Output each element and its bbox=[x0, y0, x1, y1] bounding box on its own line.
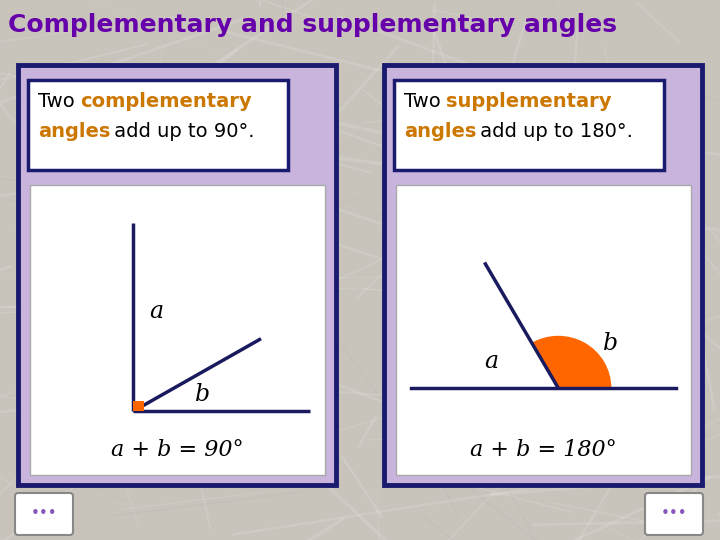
Bar bbox=[394, 80, 664, 170]
Text: complementary: complementary bbox=[80, 92, 251, 111]
Text: supplementary: supplementary bbox=[446, 92, 611, 111]
Text: a + b = 90°: a + b = 90° bbox=[111, 439, 243, 461]
Bar bbox=[396, 185, 691, 475]
Text: a: a bbox=[150, 300, 163, 323]
Text: angles: angles bbox=[38, 122, 110, 141]
Text: add up to 90°.: add up to 90°. bbox=[108, 122, 254, 141]
Bar bbox=[133, 401, 143, 411]
Bar bbox=[30, 185, 325, 475]
Text: •••: ••• bbox=[31, 507, 58, 522]
Wedge shape bbox=[531, 336, 611, 388]
Text: b: b bbox=[195, 383, 210, 406]
Text: Two: Two bbox=[404, 92, 447, 111]
Text: a + b = 180°: a + b = 180° bbox=[469, 439, 616, 461]
Text: b: b bbox=[603, 332, 618, 355]
Text: angles: angles bbox=[404, 122, 477, 141]
Text: •••: ••• bbox=[661, 507, 688, 522]
Text: a: a bbox=[485, 350, 499, 373]
FancyBboxPatch shape bbox=[645, 493, 703, 535]
Text: Two: Two bbox=[38, 92, 81, 111]
Text: Complementary and supplementary angles: Complementary and supplementary angles bbox=[8, 13, 617, 37]
FancyBboxPatch shape bbox=[15, 493, 73, 535]
Bar bbox=[18, 65, 336, 485]
Bar bbox=[28, 80, 288, 170]
Text: add up to 180°.: add up to 180°. bbox=[474, 122, 633, 141]
Bar bbox=[384, 65, 702, 485]
